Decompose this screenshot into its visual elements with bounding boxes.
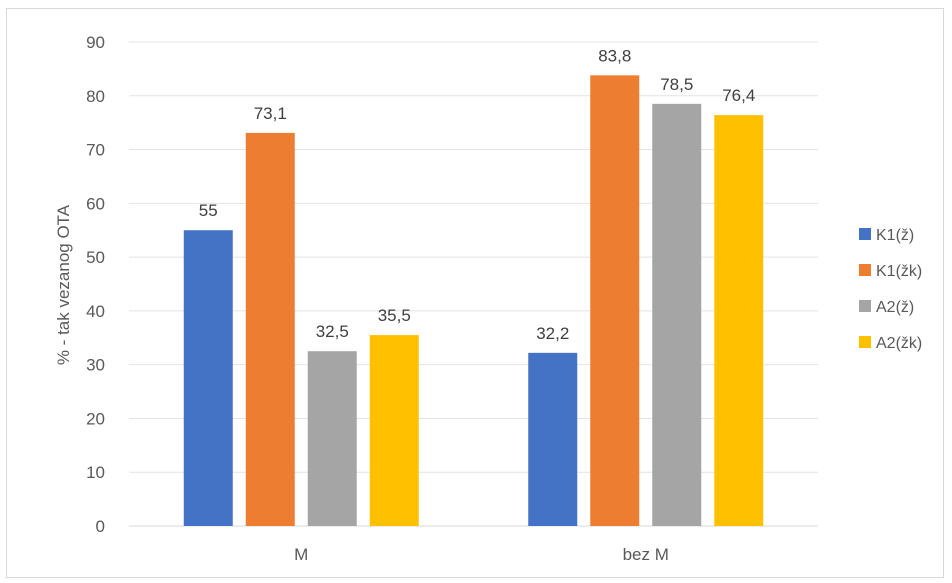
data-label: 35,5: [378, 306, 411, 325]
y-tick-label: 20: [86, 409, 105, 428]
data-labels: 55 73,1 32,5 35,5 32,2 83,8 78,5 76,4: [199, 46, 756, 342]
y-tick-label: 70: [86, 141, 105, 160]
bars: [183, 75, 764, 526]
gridlines: [129, 41, 818, 527]
data-label: 55: [199, 201, 218, 220]
y-axis-title: % - tak vezanog OTA: [54, 204, 73, 365]
y-tick-label: 0: [96, 517, 105, 536]
y-axis-ticks: 0 10 20 30 40 50 60 70 80 90: [86, 33, 105, 536]
y-tick-label: 30: [86, 356, 105, 375]
legend-swatch: [859, 228, 871, 240]
y-tick-label: 80: [86, 87, 105, 106]
legend-label: K1(žk): [876, 263, 922, 280]
legend-swatch: [859, 336, 871, 348]
legend-swatch: [859, 300, 871, 312]
bar: [714, 115, 764, 526]
y-tick-label: 10: [86, 463, 105, 482]
legend-swatch: [859, 264, 871, 276]
bar: [528, 352, 578, 526]
data-label: 78,5: [660, 75, 693, 94]
legend-label: A2(ž): [876, 299, 914, 316]
bar: [307, 351, 357, 526]
y-tick-label: 40: [86, 302, 105, 321]
bar: [245, 132, 295, 526]
bar: [369, 335, 419, 526]
data-label: 32,5: [316, 322, 349, 341]
legend-label: K1(ž): [876, 227, 914, 244]
bar: [590, 75, 640, 526]
bar: [183, 230, 233, 526]
x-tick-label: bez M: [623, 545, 669, 564]
y-tick-label: 90: [86, 33, 105, 52]
data-label: 83,8: [598, 46, 631, 65]
y-tick-label: 50: [86, 248, 105, 267]
chart-frame: [6, 8, 944, 578]
bar: [652, 103, 702, 526]
legend: K1(ž) K1(žk) A2(ž) A2(žk): [859, 227, 922, 352]
y-tick-label: 60: [86, 194, 105, 213]
data-label: 73,1: [254, 104, 287, 123]
x-tick-label: M: [294, 545, 308, 564]
data-label: 32,2: [536, 324, 569, 343]
legend-label: A2(žk): [876, 335, 922, 352]
data-label: 76,4: [722, 86, 755, 105]
